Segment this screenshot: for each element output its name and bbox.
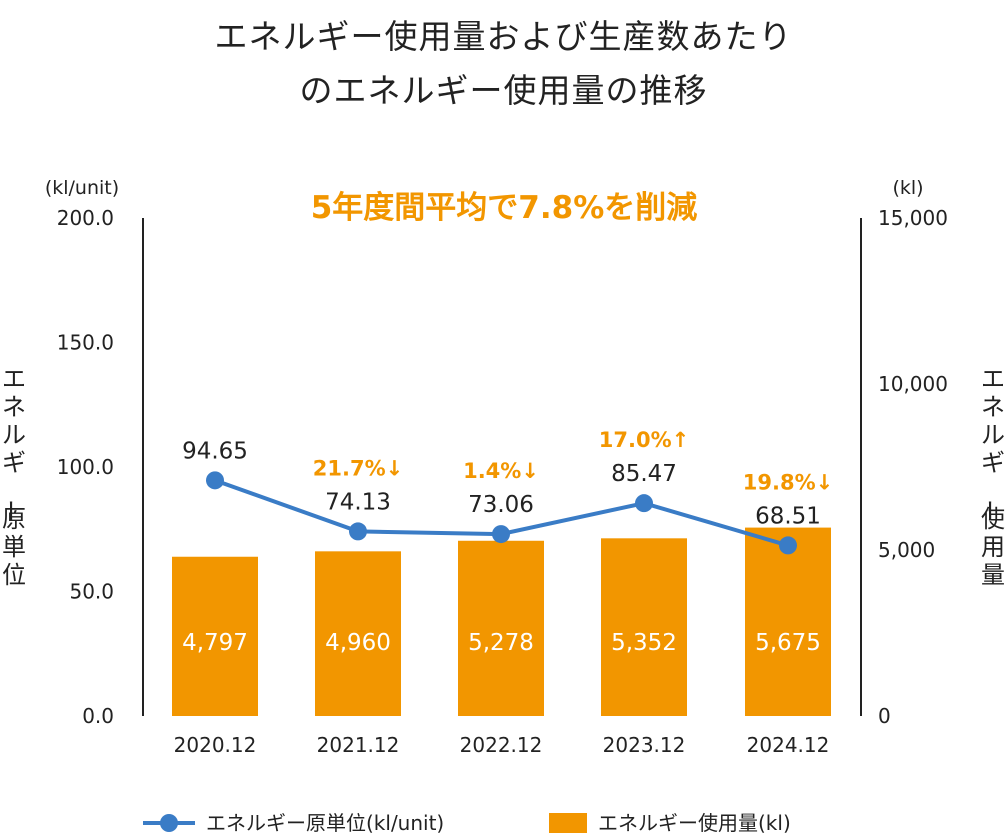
legend-bar-swatch bbox=[549, 813, 587, 833]
line-value-label: 73.06 bbox=[468, 492, 534, 518]
bar-value-label: 4,960 bbox=[325, 630, 391, 656]
bar-value-label: 5,278 bbox=[468, 630, 534, 656]
line-value-label: 68.51 bbox=[755, 503, 821, 529]
chart-title-line-2: のエネルギー使用量の推移 bbox=[299, 71, 708, 110]
left-tick-label: 50.0 bbox=[69, 580, 114, 604]
bar-energy-usage-2022.12 bbox=[458, 540, 544, 716]
line-value-label: 94.65 bbox=[182, 438, 248, 464]
left-axis-title: エネルギー原単位 bbox=[0, 365, 26, 589]
left-tick-label: 150.0 bbox=[57, 331, 114, 355]
line-point-2020.12 bbox=[206, 471, 224, 490]
bar-energy-usage-2020.12 bbox=[172, 556, 258, 716]
right-tick-label: 5,000 bbox=[878, 538, 935, 562]
line-point-2022.12 bbox=[492, 525, 510, 544]
legend-label-intensity: エネルギー原単位(kl/unit) bbox=[206, 811, 444, 835]
legend-label-usage: エネルギー使用量(kl) bbox=[598, 811, 791, 835]
right-tick-label: 10,000 bbox=[878, 372, 948, 396]
line-value-label: 74.13 bbox=[325, 489, 391, 515]
right-tick-label: 15,000 bbox=[878, 206, 948, 230]
bar-energy-usage-2021.12 bbox=[315, 551, 401, 716]
left-tick-label: 200.0 bbox=[57, 206, 114, 230]
x-tick-label: 2022.12 bbox=[460, 733, 543, 757]
right-axis-title: エネルギー使用量 bbox=[975, 365, 1005, 589]
bar-energy-usage-2023.12 bbox=[601, 538, 687, 716]
left-tick-label: 100.0 bbox=[57, 455, 114, 479]
left-tick-label: 0.0 bbox=[82, 704, 114, 728]
bar-value-label: 4,797 bbox=[182, 630, 248, 656]
x-tick-label: 2020.12 bbox=[174, 733, 257, 757]
bar-value-label: 5,675 bbox=[755, 630, 821, 656]
change-annotation: 21.7%↓ bbox=[313, 456, 403, 480]
right-tick-label: 0 bbox=[878, 704, 891, 728]
change-annotation: 17.0%↑ bbox=[599, 428, 689, 452]
x-tick-label: 2021.12 bbox=[317, 733, 400, 757]
legend-line-marker bbox=[160, 814, 178, 832]
change-annotation: 19.8%↓ bbox=[743, 470, 833, 494]
bar-energy-usage-2024.12 bbox=[745, 527, 831, 716]
line-point-2024.12 bbox=[779, 536, 797, 555]
bar-value-label: 5,352 bbox=[611, 630, 677, 656]
right-axis-unit: (kl) bbox=[892, 177, 923, 199]
line-point-2023.12 bbox=[635, 494, 653, 513]
chart-headline: 5年度間平均で7.8%を削減 bbox=[311, 190, 698, 226]
x-tick-label: 2024.12 bbox=[747, 733, 830, 757]
left-axis-unit: (kl/unit) bbox=[45, 177, 119, 199]
x-tick-label: 2023.12 bbox=[603, 733, 686, 757]
chart-title-line-1: エネルギー使用量および生産数あたり bbox=[214, 17, 793, 56]
change-annotation: 1.4%↓ bbox=[463, 459, 539, 483]
line-point-2021.12 bbox=[349, 522, 367, 541]
line-value-label: 85.47 bbox=[611, 461, 677, 487]
